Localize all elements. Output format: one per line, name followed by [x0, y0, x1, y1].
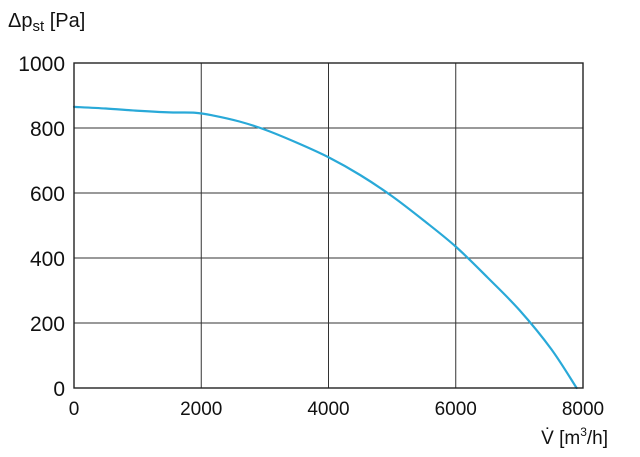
x-axis-label-prefix: V̇ [m — [541, 428, 580, 449]
x-axis-label-superscript: 3 — [580, 425, 587, 439]
x-tick-label: 4000 — [307, 399, 349, 420]
x-tick-label: 0 — [69, 399, 80, 420]
y-axis-label-subscript: st — [32, 18, 45, 35]
y-tick-label: 400 — [30, 248, 65, 271]
axes — [73, 62, 584, 389]
y-axis-label: Δpst [Pa] — [8, 10, 85, 35]
y-tick-label: 0 — [53, 378, 65, 401]
series-layer — [72, 105, 578, 390]
x-tick-label: 6000 — [435, 399, 477, 420]
x-axis-label-suffix: /h] — [587, 428, 608, 449]
grid — [74, 63, 583, 388]
y-axis-label-prefix: Δp — [8, 10, 32, 32]
plot-frame — [73, 62, 584, 389]
x-tick-label: 8000 — [562, 399, 604, 420]
y-tick-label: 800 — [30, 118, 65, 141]
y-axis-label-unit: [Pa] — [44, 10, 85, 32]
y-tick-label: 1000 — [18, 53, 65, 76]
y-tick-label: 600 — [30, 183, 65, 206]
series-line-1 — [72, 105, 578, 390]
x-tick-label: 2000 — [180, 399, 222, 420]
tick-labels: 0 200 400 600 800 1000 0 2000 4000 6000 8000 — [18, 53, 604, 420]
y-tick-label: 200 — [30, 313, 65, 336]
x-axis-label: V̇ [m3/h] — [541, 425, 608, 449]
